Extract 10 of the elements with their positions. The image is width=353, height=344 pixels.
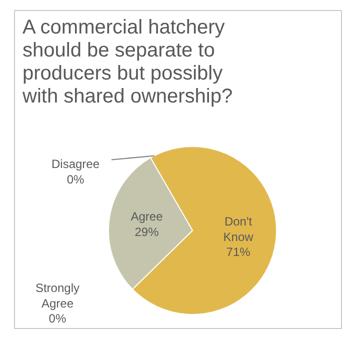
slice-label: Agree	[41, 296, 74, 310]
data-label: 71%	[226, 245, 251, 260]
legend-label: Disagree	[51, 157, 100, 172]
category-label: Strongly	[35, 280, 80, 295]
text: 0%	[66, 172, 84, 186]
text: 0%	[48, 312, 66, 326]
chart-title: A commercial hatchery should be separate to producers but possibly with shared ownership?	[22, 16, 233, 108]
slice-label: Agree	[130, 210, 164, 224]
data-label: 29%	[134, 224, 160, 239]
slice-label: Don't Know	[223, 214, 254, 244]
